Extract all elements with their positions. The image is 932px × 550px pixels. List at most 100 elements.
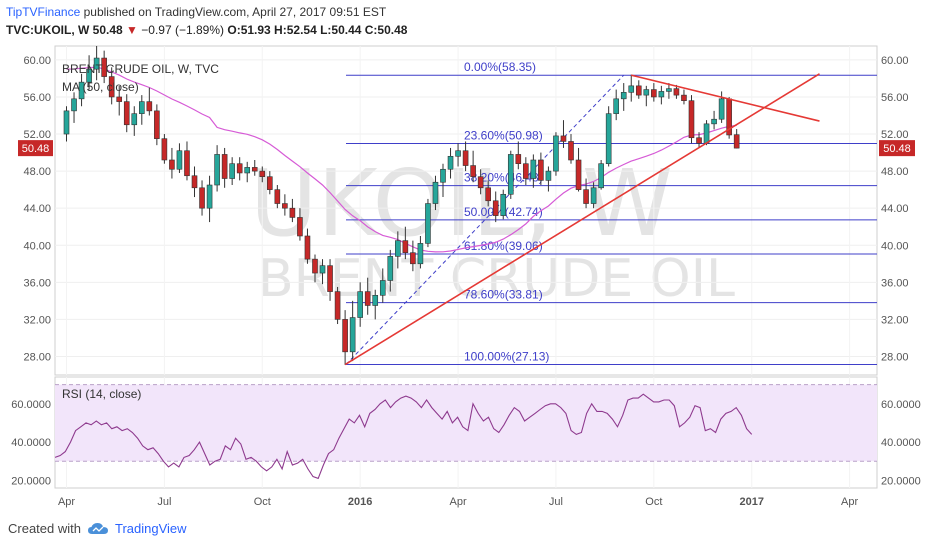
candle-body — [312, 258, 318, 274]
time-tick-label: 2016 — [348, 496, 372, 508]
candle-body — [635, 85, 642, 96]
candle-body — [507, 154, 514, 195]
candle — [395, 231, 401, 269]
candle-body — [349, 317, 356, 353]
price-tick-label-left: 48.00 — [23, 166, 51, 178]
candle-body — [688, 100, 695, 139]
candle-body — [214, 154, 220, 186]
rsi-band — [55, 384, 877, 462]
ma-line — [66, 66, 737, 253]
candle-body — [199, 187, 205, 209]
candle — [613, 89, 619, 121]
candle — [726, 96, 732, 139]
candle-body — [583, 189, 589, 204]
candle-body — [575, 159, 582, 190]
candle — [349, 300, 356, 362]
candle-body — [334, 291, 341, 320]
candle — [372, 289, 379, 320]
candle-body — [86, 68, 92, 83]
publisher-link[interactable]: TipTVFinance — [6, 5, 81, 19]
candle-body — [161, 138, 168, 161]
footer: Created with TradingView — [8, 521, 187, 536]
candle-body — [297, 217, 303, 237]
time-tick-label: Oct — [254, 496, 271, 508]
candle — [146, 87, 153, 116]
price-pane — [54, 45, 878, 376]
price-tick-label-left: 52.00 — [23, 129, 51, 141]
price-tick-label-right: 52.00 — [881, 129, 909, 141]
candle-body — [116, 96, 123, 102]
candle-body — [364, 291, 371, 306]
candle-body — [425, 203, 431, 244]
price-tick-label-right: 32.00 — [881, 314, 909, 326]
candle-body — [139, 101, 145, 114]
candle-body — [492, 200, 499, 216]
candle — [507, 150, 514, 199]
fib-level-label: 23.60%(50.98) — [464, 128, 543, 142]
candle-body — [387, 256, 394, 281]
candle — [289, 198, 296, 223]
symbol-info: TVC:UKOIL, W 50.48 ▼ −0.97 (−1.89%) O:51… — [6, 23, 407, 37]
change-value: −0.97 (−1.89%) — [141, 23, 225, 37]
fib-level-label: 61.80%(39.06) — [464, 239, 543, 253]
candle-body — [560, 135, 567, 142]
candle — [123, 94, 130, 133]
candle — [312, 254, 318, 283]
candle-body — [673, 88, 680, 96]
change-arrow-icon: ▼ — [126, 23, 138, 37]
last-price: 50.48 — [92, 23, 123, 37]
tradingview-brand-link[interactable]: TradingView — [114, 521, 187, 536]
time-tick-label: Apr — [449, 496, 466, 508]
candle — [379, 268, 386, 303]
candle — [274, 185, 281, 209]
candle-body — [485, 187, 491, 202]
price-tick-label-left: 36.00 — [23, 277, 51, 289]
candle — [568, 134, 574, 164]
candle-body — [470, 165, 476, 177]
candle — [184, 141, 190, 181]
fib-level-label: 100.00%(27.13) — [464, 350, 549, 364]
candle — [681, 89, 687, 105]
candle-body — [206, 184, 213, 209]
candle-body — [304, 235, 311, 260]
candle-body — [101, 57, 107, 77]
price-tick-label-left: 60.00 — [23, 55, 51, 67]
candle — [267, 171, 273, 195]
candle — [176, 143, 183, 173]
candle — [71, 92, 77, 123]
candle — [319, 259, 326, 285]
fib-anchor-line — [345, 74, 625, 365]
candle — [402, 226, 409, 260]
rsi-tick-label-right: 60.0000 — [881, 399, 921, 411]
candle-body — [259, 170, 266, 177]
candle-body — [605, 113, 612, 164]
price-tick-label-left: 56.00 — [23, 92, 51, 104]
candle — [447, 147, 454, 179]
candle — [282, 194, 288, 216]
candle — [590, 182, 597, 209]
last-price-badge-right — [879, 140, 915, 157]
candle-body — [681, 94, 687, 101]
candle — [364, 277, 371, 315]
rsi-tick-label-left: 60.0000 — [11, 399, 51, 411]
candle-body — [146, 101, 153, 112]
candle — [545, 166, 552, 192]
candle-body — [410, 252, 416, 265]
candle — [470, 150, 476, 183]
time-tick-label: Jul — [549, 496, 563, 508]
candle — [327, 259, 333, 301]
candle-body — [357, 291, 363, 318]
candle — [297, 208, 303, 241]
candle-body — [131, 113, 138, 126]
candle — [515, 141, 522, 170]
rsi-tick-label-left: 40.0000 — [11, 437, 51, 449]
candle — [251, 159, 258, 176]
price-tick-label-right: 48.00 — [881, 166, 909, 178]
candle — [169, 147, 175, 179]
candle-body — [379, 280, 386, 296]
candle — [538, 152, 544, 186]
candle — [455, 143, 461, 167]
price-tick-label-right: 44.00 — [881, 203, 909, 215]
candle-body — [154, 110, 160, 139]
